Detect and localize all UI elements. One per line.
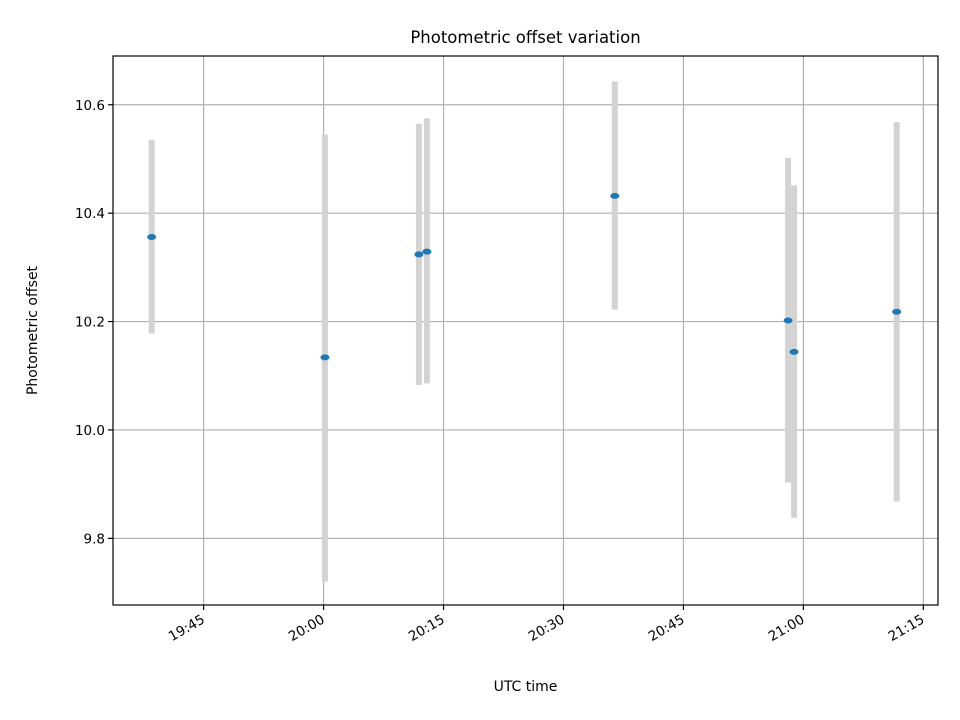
data-point bbox=[783, 317, 793, 324]
data-point bbox=[147, 234, 157, 241]
y-tick-label: 10.0 bbox=[75, 423, 105, 439]
plot-frame bbox=[112, 55, 939, 606]
y-tick-label: 10.4 bbox=[75, 206, 105, 222]
data-point bbox=[892, 308, 902, 315]
y-tick-label: 10.2 bbox=[75, 315, 105, 331]
y-axis: 9.8 10.0 10.2 10.4 10.6 bbox=[75, 98, 113, 547]
data-point bbox=[422, 248, 432, 255]
y-axis-label: Photometric offset bbox=[25, 265, 41, 395]
data-point bbox=[610, 192, 620, 199]
data-point bbox=[320, 354, 330, 361]
data-points bbox=[147, 192, 902, 361]
y-tick-label: 9.8 bbox=[84, 531, 105, 547]
data-point bbox=[789, 348, 799, 355]
y-tick-label: 10.6 bbox=[75, 98, 105, 114]
x-axis-label: UTC time bbox=[494, 679, 558, 695]
chart-title: Photometric offset variation bbox=[410, 28, 640, 47]
data-point bbox=[414, 251, 424, 258]
